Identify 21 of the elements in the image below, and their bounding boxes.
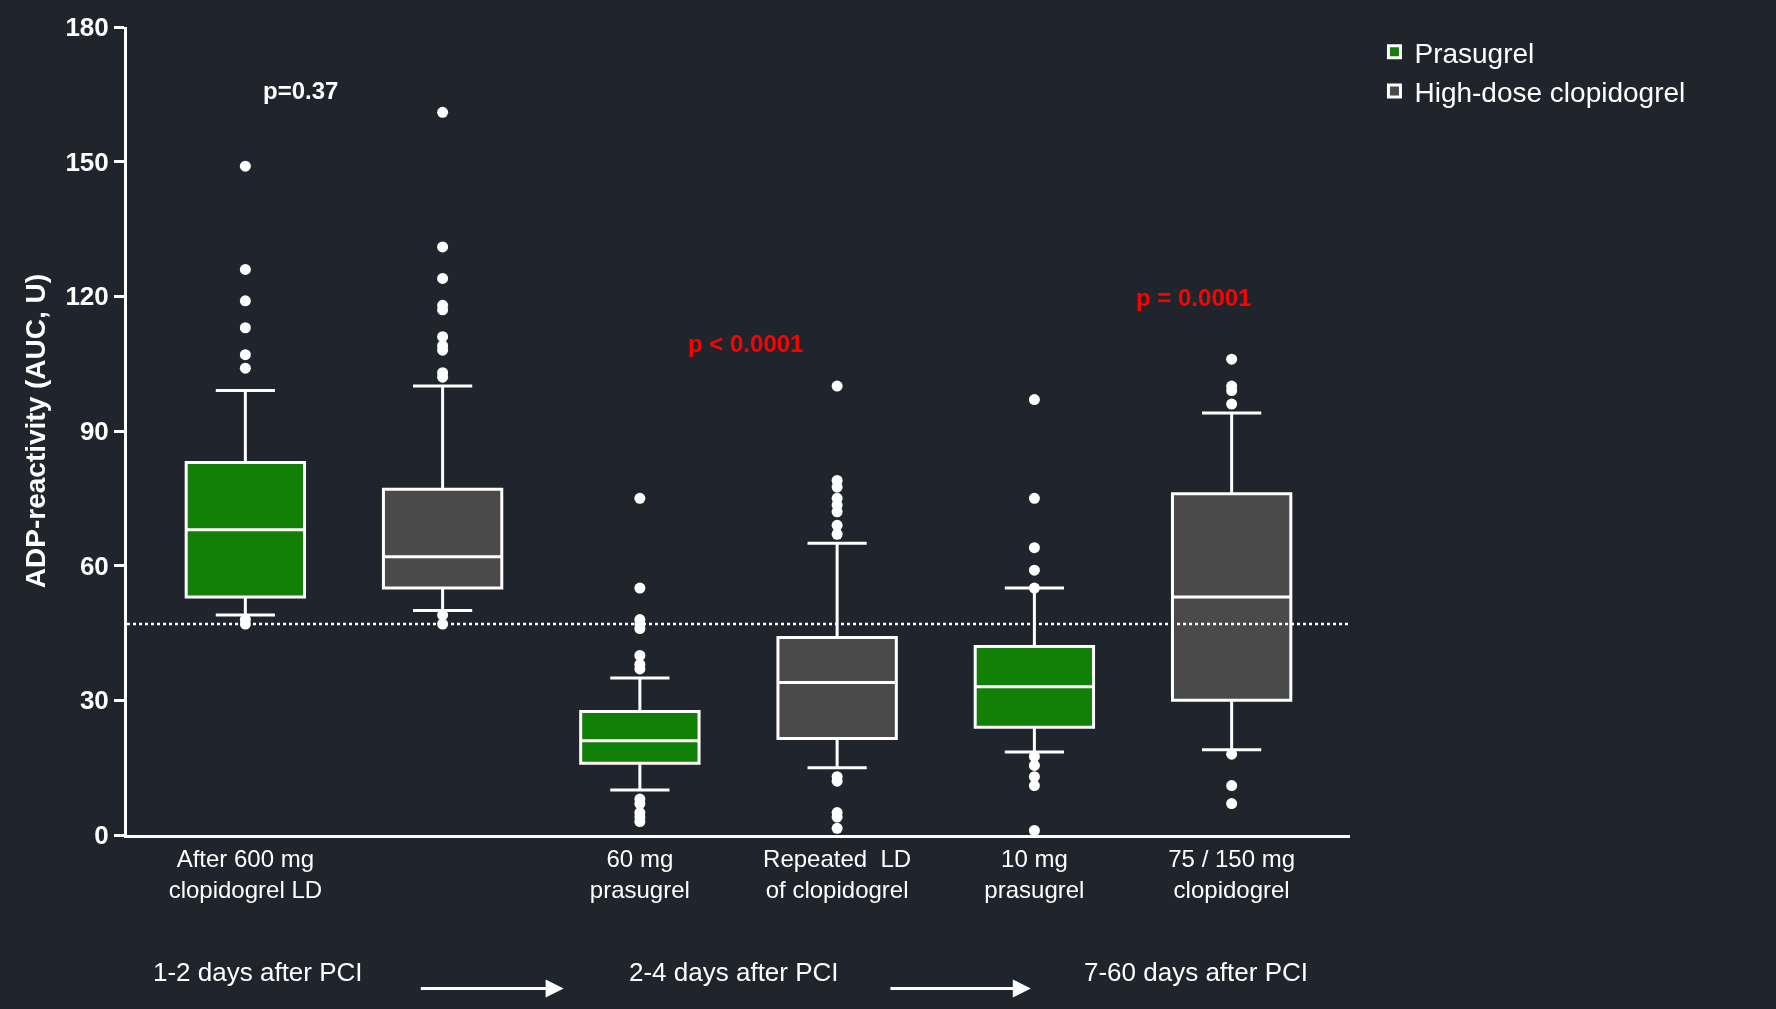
x-tick-label: After 600 mg clopidogrel LD [168, 844, 323, 903]
legend-label: High-dose clopidogrel [1414, 77, 1686, 109]
x-tick-label: 60 mg prasugrel [589, 844, 690, 903]
y-axis-title: ADP-reactivity (AUC, U) [20, 273, 52, 589]
y-tick-label: 120 [65, 281, 109, 312]
annotation: p = 0.0001 [1136, 284, 1252, 311]
y-tick-label: 0 [94, 820, 109, 851]
annotation: p=0.37 [263, 77, 339, 104]
text: 2-4 days after PCI [629, 957, 839, 987]
y-tick-label: 150 [65, 146, 109, 177]
y-tick-label: 180 [65, 12, 109, 43]
annotation: p < 0.0001 [688, 330, 804, 357]
y-tick-label: 60 [79, 550, 109, 581]
y-tick-label: 30 [79, 685, 109, 716]
text: 7-60 days after PCI [1084, 957, 1308, 987]
x-tick-label: 10 mg prasugrel [984, 844, 1085, 903]
y-tick-label: 90 [79, 416, 109, 447]
text: 1-2 days after PCI [153, 957, 363, 987]
legend-label: Prasugrel [1414, 37, 1535, 69]
x-tick-label: Repeated LD of clopidogrel [763, 844, 912, 903]
x-tick-label: 75 / 150 mg clopidogrel [1168, 844, 1296, 903]
